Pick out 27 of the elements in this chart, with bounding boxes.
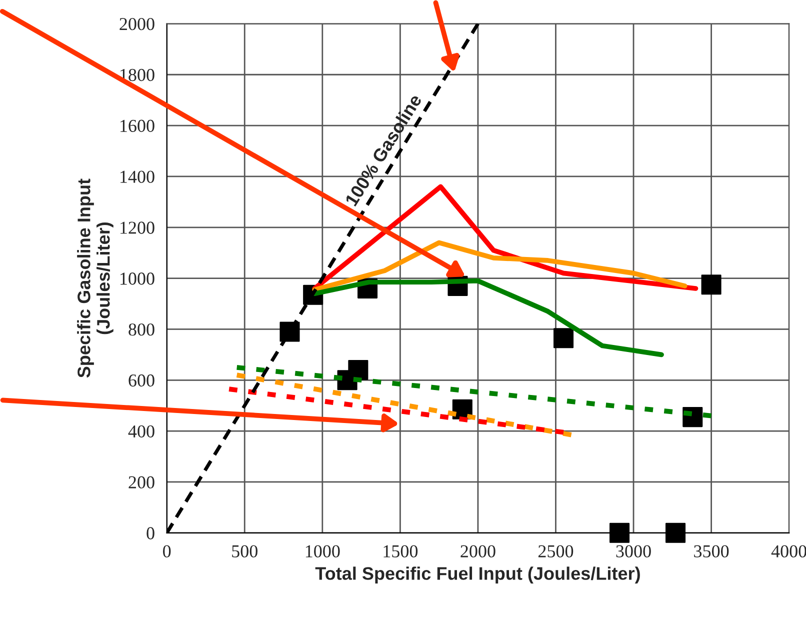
- x-tick-label: 1000: [306, 545, 340, 558]
- point: [348, 360, 368, 380]
- x-axis-title: Total Specific Fuel Input (Joules/Liter): [315, 566, 640, 584]
- x-tick-label: 2500: [538, 545, 574, 558]
- point: [666, 522, 686, 543]
- y-tick-label: 200: [128, 476, 154, 488]
- point: [554, 328, 574, 348]
- y-tick-label: 1800: [120, 68, 154, 82]
- y-tick-label: 1200: [120, 222, 154, 234]
- x-tick-label: 1500: [384, 545, 418, 558]
- y-tick-label: 1600: [120, 120, 154, 132]
- y-tick-label: 2000: [120, 18, 154, 30]
- y-tick-label: 1000: [120, 272, 154, 285]
- point: [701, 274, 722, 295]
- x-tick-label: 500: [232, 545, 258, 558]
- x-tick-label: 4000: [771, 545, 806, 558]
- x-tick-label: 2000: [460, 545, 496, 558]
- y-tick-label: 800: [128, 323, 154, 336]
- x-tick-label: 3500: [694, 545, 729, 558]
- point: [610, 522, 630, 543]
- y-tick-label: 600: [128, 374, 154, 387]
- y-tick-label: 1400: [120, 170, 154, 183]
- y-tick-label: 0: [146, 527, 154, 540]
- y-tick-label: 400: [128, 425, 154, 438]
- x-tick-label: 3000: [616, 545, 651, 558]
- x-tick-label: 0: [163, 545, 171, 558]
- y-axis-title: Specific Gasoline Input (Joules/Liter): [77, 178, 114, 378]
